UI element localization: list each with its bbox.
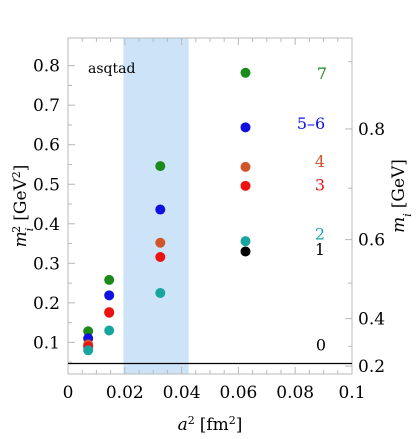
y-tick-label: 0.8 — [33, 57, 60, 77]
y2-tick-label: 0.2 — [358, 357, 385, 377]
data-point — [155, 251, 166, 262]
series-label: 3 — [315, 176, 325, 195]
series-label: 7 — [317, 64, 327, 83]
right-axis-label: mi[GeV] — [389, 159, 414, 233]
plot-frame — [67, 37, 353, 375]
series-label: 1 — [315, 240, 325, 259]
y2-tick-label: 0.8 — [358, 120, 385, 140]
data-point — [240, 161, 251, 172]
data-point — [104, 325, 115, 336]
shaded-band — [123, 38, 189, 374]
data-point — [155, 237, 166, 248]
x-axis-label: a2 [fm2] — [178, 414, 243, 436]
y2-tick-label: 0.6 — [358, 231, 385, 251]
series-label: 0 — [316, 336, 326, 355]
data-point — [240, 67, 251, 78]
x-tick-label: 0.08 — [276, 383, 314, 403]
x-tick-label: 0.1 — [338, 383, 365, 403]
y-tick-label: 0.5 — [33, 175, 60, 195]
series-label: 4 — [315, 152, 325, 171]
data-point — [240, 236, 251, 247]
data-point — [240, 180, 251, 191]
data-point — [83, 345, 94, 356]
x-tick-label: 0.06 — [219, 383, 257, 403]
y-tick-label: 0.3 — [33, 254, 60, 274]
annotation-asqtad: asqtad — [88, 61, 135, 77]
x-tick-label: 0.02 — [106, 383, 144, 403]
data-point — [240, 246, 251, 257]
series-label: 2 — [315, 224, 325, 243]
y-tick-label: 0.7 — [33, 96, 60, 116]
y2-tick-label: 0.4 — [358, 310, 385, 330]
data-point — [155, 161, 166, 172]
x-tick-label: 0.04 — [163, 383, 201, 403]
data-point — [240, 122, 251, 133]
y-tick-label: 0.4 — [33, 215, 60, 235]
data-point — [104, 307, 115, 318]
data-point — [83, 326, 94, 337]
data-point — [155, 204, 166, 215]
x-tick-label: 0 — [63, 383, 74, 403]
y-tick-label: 0.6 — [33, 136, 60, 156]
y-tick-label: 0.2 — [33, 294, 60, 314]
data-point — [104, 290, 115, 301]
series-label: 5–6 — [297, 114, 325, 133]
data-point — [104, 274, 115, 285]
data-point — [155, 287, 166, 298]
y-tick-label: 0.1 — [33, 333, 60, 353]
y-axis-label: mi2[GeV2] — [10, 165, 36, 248]
